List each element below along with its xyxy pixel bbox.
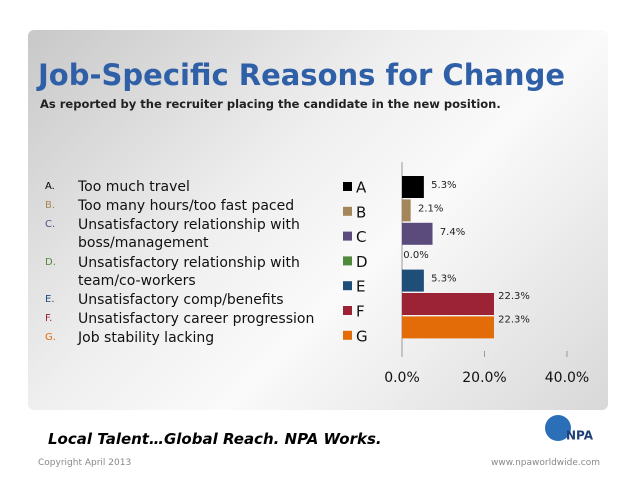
- value-label: 22.3%: [498, 314, 530, 325]
- legend-swatch: [343, 231, 352, 241]
- bar: [402, 269, 424, 292]
- value-label: 5.3%: [431, 274, 456, 285]
- reason-letter: D.: [45, 257, 56, 268]
- reason-letter: G.: [45, 332, 56, 343]
- bar: [402, 222, 433, 245]
- legend-swatch: [343, 306, 352, 315]
- legend-label: G: [356, 327, 368, 345]
- panel: [28, 30, 608, 410]
- x-tick-label: 40.0%: [545, 370, 589, 386]
- legend-label: B: [356, 203, 366, 221]
- subtitle: As reported by the recruiter placing the…: [40, 97, 501, 111]
- reason-text: Unsatisfactory career progression: [78, 311, 315, 327]
- reason-letter: A.: [45, 181, 55, 192]
- title: Job-Specific Reasons for Change: [38, 58, 565, 92]
- legend-swatch: [343, 256, 352, 266]
- bar: [402, 176, 424, 198]
- reason-text: Unsatisfactory relationship with team/co…: [78, 255, 300, 289]
- legend-swatch: [343, 330, 352, 340]
- reason-letter: B.: [45, 200, 56, 211]
- reason-text: Too many hours/too fast paced: [78, 198, 295, 214]
- logo-globe: [545, 415, 571, 441]
- reason-text: Job stability lacking: [78, 330, 215, 346]
- x-tick-label: 20.0%: [462, 370, 506, 386]
- legend-label: E: [356, 278, 365, 296]
- legend-swatch: [343, 182, 352, 191]
- bar: [402, 199, 411, 222]
- legend-label: C: [356, 228, 366, 246]
- bar: [402, 293, 494, 315]
- reason-letter: E.: [45, 294, 55, 305]
- legend-label: D: [356, 253, 368, 271]
- url: www.npaworldwide.com: [490, 458, 600, 468]
- reason-letter: C.: [45, 219, 56, 230]
- value-label: 2.1%: [418, 203, 443, 214]
- value-label: 22.3%: [498, 291, 530, 302]
- tagline: Local Talent…Global Reach. NPA Works.: [48, 430, 382, 448]
- legend-label: F: [356, 303, 365, 321]
- legend-swatch: [343, 206, 352, 216]
- value-label: 7.4%: [440, 227, 465, 238]
- copyright: Copyright April 2013: [38, 458, 132, 468]
- value-label: 0.0%: [403, 250, 428, 261]
- bar: [402, 316, 494, 339]
- reason-text: Unsatisfactory comp/benefits: [78, 292, 284, 308]
- x-tick-label: 0.0%: [384, 370, 420, 386]
- value-label: 5.3%: [431, 180, 456, 191]
- logo: NPA: [545, 415, 594, 443]
- logo-text: NPA: [566, 429, 594, 443]
- legend-label: A: [356, 179, 367, 197]
- reason-text: Unsatisfactory relationship with boss/ma…: [78, 217, 300, 251]
- reason-letter: F.: [45, 313, 53, 324]
- reason-text: Too much travel: [78, 179, 190, 195]
- legend-swatch: [343, 281, 352, 291]
